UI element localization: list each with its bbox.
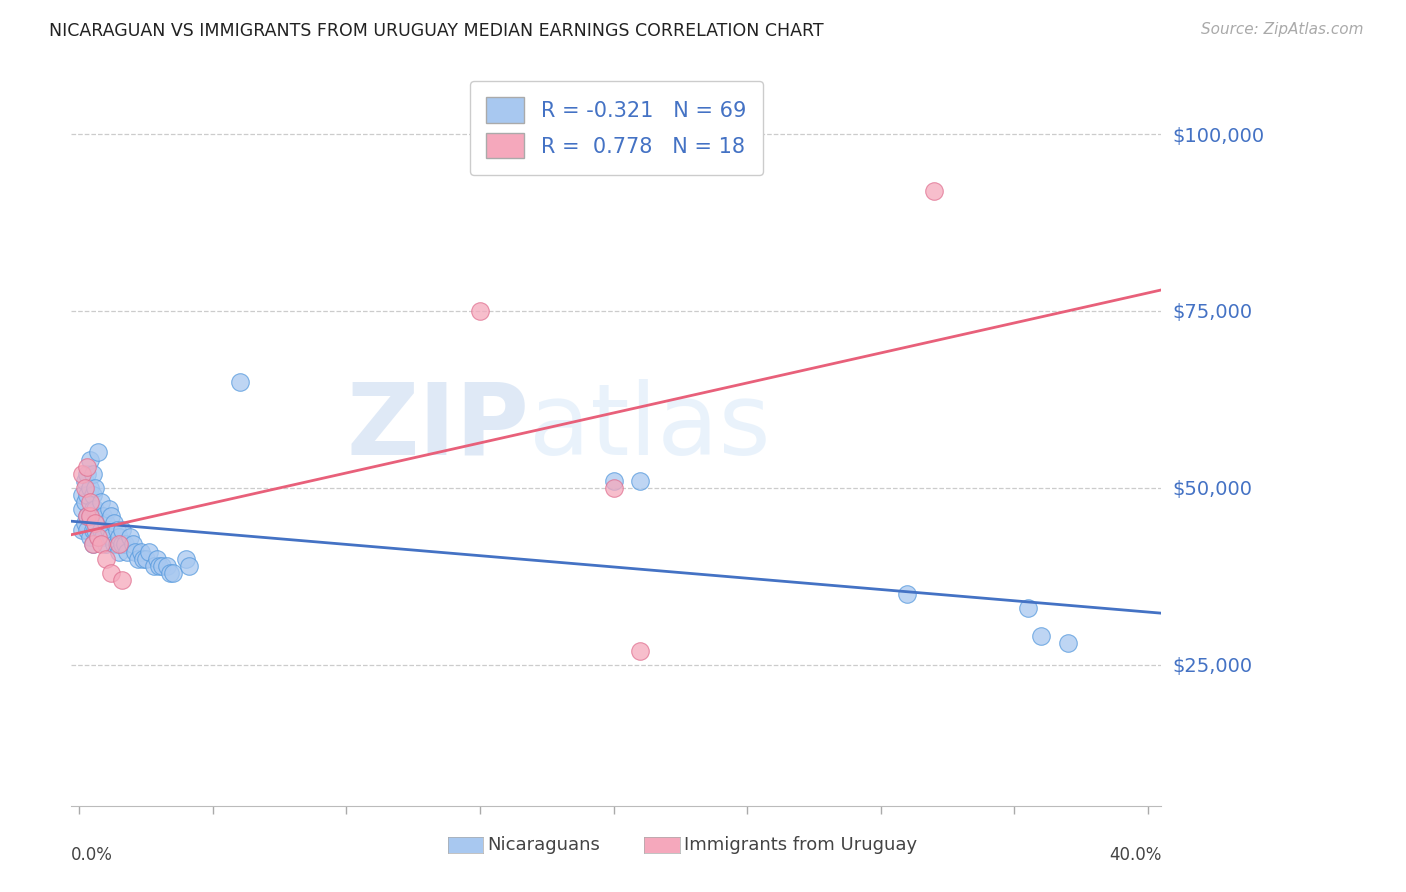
Point [84, 502, 107, 516]
Point [97, 502, 120, 516]
Point [602, 481, 624, 495]
Text: ZIP: ZIP [346, 379, 529, 475]
Point [129, 544, 152, 558]
Point [108, 544, 131, 558]
Point [76, 509, 98, 524]
Point [228, 375, 250, 389]
Point [1017, 601, 1039, 615]
Point [100, 509, 122, 524]
Point [135, 551, 157, 566]
Point [111, 573, 134, 587]
Point [150, 558, 173, 573]
Point [82, 537, 104, 551]
Point [79, 509, 101, 524]
Point [87, 530, 110, 544]
Point [90, 495, 112, 509]
Point [79, 495, 101, 509]
Point [148, 558, 170, 573]
Point [82, 523, 104, 537]
Point [124, 544, 146, 558]
Point [132, 551, 155, 566]
Point [90, 523, 112, 537]
Point [100, 530, 122, 544]
Point [896, 587, 918, 601]
Point [114, 537, 136, 551]
Point [70, 523, 93, 537]
Point [1056, 636, 1078, 650]
Point [73, 495, 96, 509]
Point [143, 558, 166, 573]
Point [76, 459, 98, 474]
Point [87, 530, 110, 544]
Point [100, 566, 122, 580]
Point [84, 516, 107, 531]
Point [94, 537, 117, 551]
Point [117, 544, 139, 558]
Point [79, 481, 101, 495]
Text: atlas: atlas [529, 379, 770, 475]
Point [103, 516, 125, 531]
Point [628, 643, 651, 657]
Point [79, 530, 101, 544]
Point [82, 537, 104, 551]
Point [162, 566, 184, 580]
Text: Source: ZipAtlas.com: Source: ZipAtlas.com [1201, 22, 1364, 37]
Point [177, 558, 200, 573]
Point [73, 474, 96, 488]
Point [1029, 629, 1052, 643]
Point [87, 509, 110, 524]
Point [70, 467, 93, 481]
Text: 40.0%: 40.0% [1109, 847, 1161, 864]
Point [73, 481, 96, 495]
Point [70, 488, 93, 502]
Point [108, 537, 131, 551]
Point [79, 509, 101, 524]
Legend: R = -0.321   N = 69, R =  0.778   N = 18: R = -0.321 N = 69, R = 0.778 N = 18 [470, 80, 762, 175]
Point [87, 445, 110, 459]
Point [111, 523, 134, 537]
Point [156, 558, 179, 573]
Point [73, 516, 96, 531]
Point [82, 467, 104, 481]
Point [103, 537, 125, 551]
Point [118, 530, 141, 544]
Point [922, 184, 945, 198]
Point [76, 523, 98, 537]
Point [76, 509, 98, 524]
Point [111, 537, 134, 551]
Point [628, 474, 651, 488]
Point [94, 516, 117, 531]
Point [602, 474, 624, 488]
Point [76, 488, 98, 502]
Point [76, 467, 98, 481]
Text: Immigrants from Uruguay: Immigrants from Uruguay [683, 836, 917, 854]
Point [90, 537, 112, 551]
Point [108, 530, 131, 544]
Point [121, 537, 143, 551]
Point [79, 452, 101, 467]
Point [91, 509, 114, 524]
Point [91, 530, 114, 544]
Point [138, 544, 160, 558]
Text: NICARAGUAN VS IMMIGRANTS FROM URUGUAY MEDIAN EARNINGS CORRELATION CHART: NICARAGUAN VS IMMIGRANTS FROM URUGUAY ME… [49, 22, 824, 40]
Point [97, 523, 120, 537]
Point [84, 523, 107, 537]
Point [94, 551, 117, 566]
Point [159, 566, 181, 580]
Point [127, 551, 149, 566]
Point [105, 537, 128, 551]
Text: 0.0%: 0.0% [72, 847, 112, 864]
Point [84, 481, 107, 495]
Point [468, 304, 491, 318]
Point [82, 502, 104, 516]
Text: Nicaraguans: Nicaraguans [486, 836, 600, 854]
Point [145, 551, 167, 566]
Point [105, 523, 128, 537]
Point [82, 488, 104, 502]
Point [70, 502, 93, 516]
Point [174, 551, 197, 566]
